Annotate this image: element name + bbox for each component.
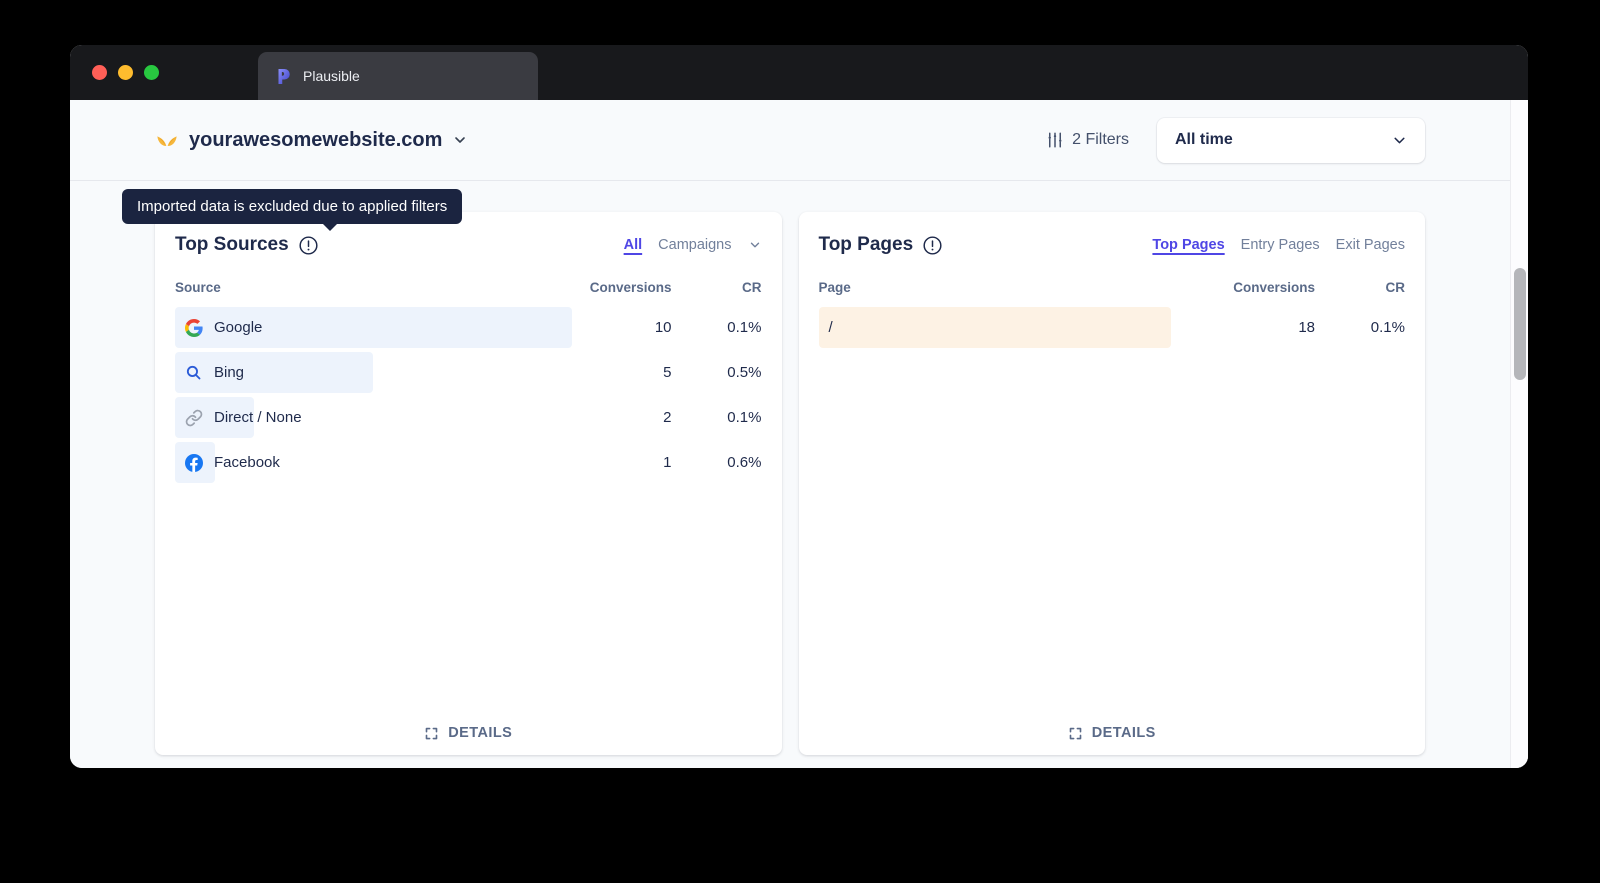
- tab-entry-pages[interactable]: Entry Pages: [1240, 237, 1320, 253]
- table-row: Bing 5 0.5%: [175, 352, 762, 393]
- imported-data-tooltip: Imported data is excluded due to applied…: [122, 189, 463, 231]
- window-controls: [70, 45, 258, 100]
- tab-campaigns[interactable]: Campaigns: [658, 237, 732, 253]
- details-label: DETAILS: [448, 725, 513, 741]
- column-cr: CR: [742, 280, 762, 295]
- top-pages-title: Top Pages: [818, 234, 914, 255]
- details-button[interactable]: DETAILS: [155, 725, 782, 741]
- conversions-value: 10: [654, 319, 672, 336]
- conversions-value: 2: [663, 409, 672, 426]
- top-pages-card: Top Pages Top Pages Entry Pages Exit Pag…: [798, 212, 1426, 755]
- browser-tab-bar: Plausible: [70, 45, 1528, 100]
- browser-tab[interactable]: Plausible: [258, 52, 538, 100]
- cr-value: 0.1%: [727, 409, 762, 426]
- details-button[interactable]: DETAILS: [799, 725, 1426, 741]
- chevron-down-icon: [1391, 132, 1407, 148]
- source-link-google[interactable]: Google: [175, 318, 263, 337]
- source-name: Facebook: [214, 454, 280, 471]
- close-button[interactable]: [92, 65, 107, 80]
- minimize-button[interactable]: [118, 65, 133, 80]
- plausible-favicon-icon: [274, 67, 292, 85]
- page-link-root[interactable]: /: [819, 319, 833, 336]
- cr-value: 0.1%: [1370, 319, 1405, 336]
- site-favicon-icon: [155, 130, 179, 150]
- site-name: yourawesomewebsite.com: [189, 128, 443, 151]
- column-source: Source: [175, 280, 221, 295]
- table-row: Facebook 1 0.6%: [175, 442, 762, 483]
- google-icon: [185, 318, 203, 337]
- dashboard-page: yourawesomewebsite.com: [70, 100, 1528, 768]
- table-row: Direct / None 2 0.1%: [175, 397, 762, 438]
- cr-value: 0.6%: [727, 454, 762, 471]
- top-sources-title: Top Sources: [175, 234, 289, 255]
- date-range-select[interactable]: All time: [1157, 117, 1425, 163]
- chevron-down-icon[interactable]: [748, 238, 762, 252]
- cr-value: 0.1%: [727, 319, 762, 336]
- tab-all[interactable]: All: [623, 237, 643, 253]
- tab-title: Plausible: [303, 68, 360, 84]
- conversions-value: 18: [1298, 319, 1315, 336]
- source-link-facebook[interactable]: Facebook: [175, 453, 280, 472]
- date-range-value: All time: [1175, 131, 1233, 148]
- source-name: Direct / None: [214, 409, 302, 426]
- source-link-direct[interactable]: Direct / None: [175, 409, 302, 427]
- facebook-icon: [185, 453, 203, 472]
- filters-button[interactable]: 2 Filters: [1046, 131, 1129, 149]
- top-sources-card: Top Sources All Campaigns: [155, 212, 782, 755]
- column-cr: CR: [1385, 280, 1406, 295]
- browser-window: Plausible yourawesomewebsite.com: [70, 45, 1528, 768]
- expand-icon: [1068, 726, 1083, 741]
- column-conversions: Conversions: [589, 280, 672, 295]
- filters-label: 2 Filters: [1072, 131, 1129, 148]
- table-row: / 18 0.1%: [818, 307, 1405, 348]
- conversions-value: 1: [663, 454, 672, 471]
- scrollbar-thumb[interactable]: [1514, 268, 1526, 380]
- link-icon: [185, 409, 203, 427]
- zoom-button[interactable]: [144, 65, 159, 80]
- site-selector[interactable]: yourawesomewebsite.com: [155, 129, 468, 152]
- tab-exit-pages[interactable]: Exit Pages: [1335, 237, 1405, 253]
- chevron-down-icon: [452, 132, 468, 148]
- details-label: DETAILS: [1091, 725, 1156, 741]
- table-row: Google 10 0.1%: [175, 307, 762, 348]
- expand-icon: [424, 726, 439, 741]
- cr-value: 0.5%: [727, 364, 762, 381]
- source-name: Google: [214, 319, 263, 336]
- adjustments-icon: [1046, 131, 1064, 149]
- info-icon[interactable]: [922, 235, 943, 256]
- column-page: Page: [818, 280, 851, 295]
- dashboard-header: yourawesomewebsite.com: [70, 100, 1528, 181]
- source-link-bing[interactable]: Bing: [175, 364, 244, 382]
- page-name: /: [828, 319, 833, 336]
- conversions-value: 5: [663, 364, 672, 381]
- column-conversions: Conversions: [1233, 280, 1315, 295]
- source-name: Bing: [214, 364, 245, 381]
- info-icon[interactable]: [298, 235, 319, 256]
- scrollbar[interactable]: [1510, 100, 1528, 768]
- tab-top-pages[interactable]: Top Pages: [1152, 237, 1225, 253]
- search-icon: [185, 364, 203, 382]
